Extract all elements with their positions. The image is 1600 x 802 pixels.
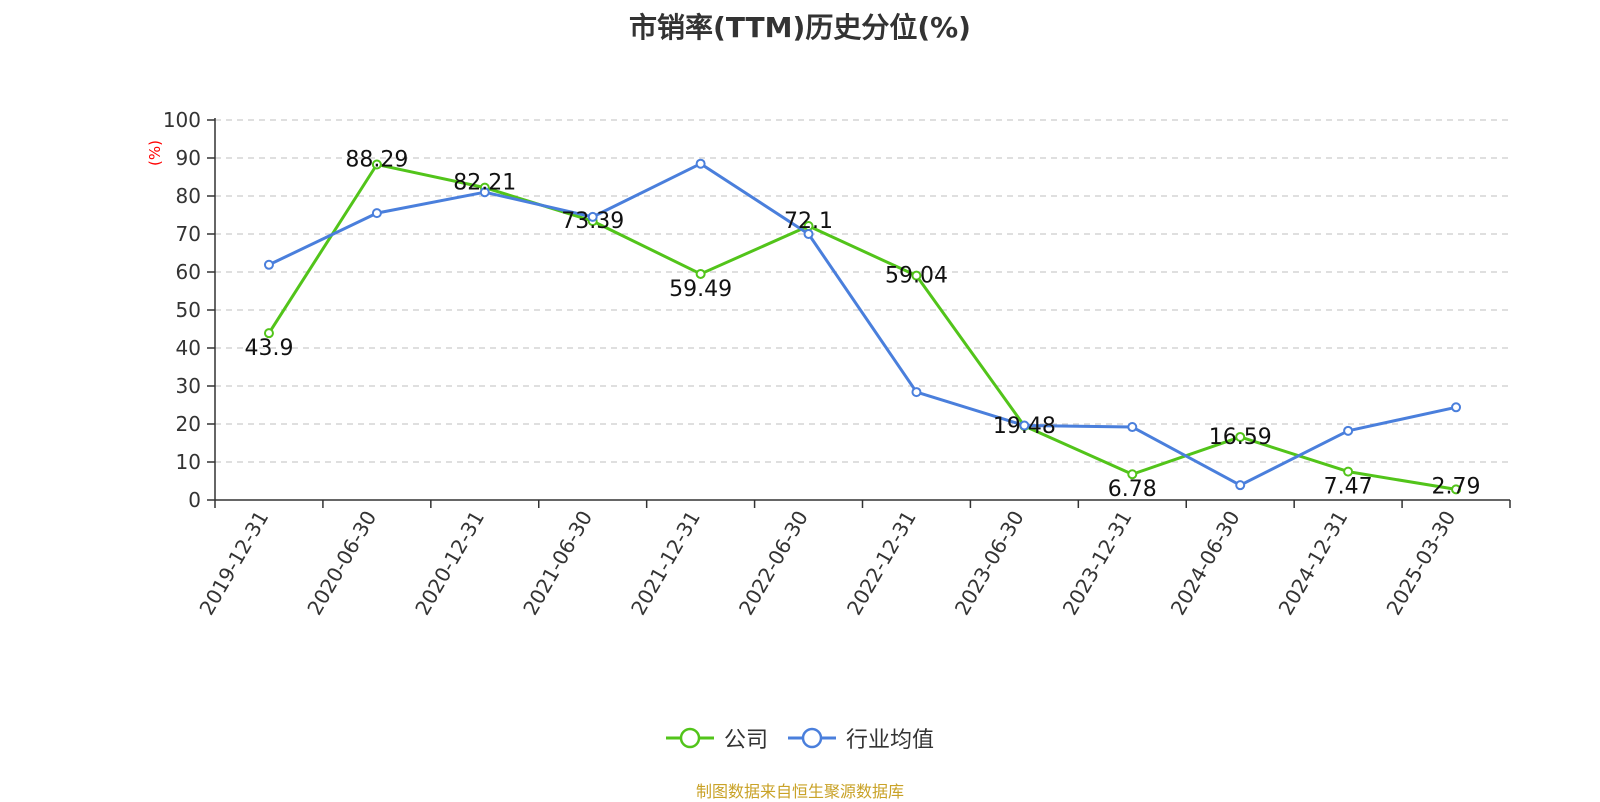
series-0-point — [263, 328, 274, 339]
y-tick-label: 90 — [176, 146, 201, 170]
series-0-point — [1343, 466, 1354, 477]
y-tick-label: 60 — [176, 260, 201, 284]
series-0-point — [695, 268, 706, 279]
data-source-note: 制图数据来自恒生聚源数据库 — [695, 782, 904, 801]
data-label: 43.9 — [244, 336, 293, 361]
x-tick-label: 2022-12-31 — [842, 506, 921, 619]
series-1-point — [1235, 480, 1246, 491]
y-tick-label: 40 — [176, 336, 201, 360]
y-tick-label: 80 — [176, 184, 201, 208]
series-1-point — [803, 229, 814, 239]
series-1-point — [263, 259, 274, 270]
x-tick-label: 2019-12-31 — [194, 507, 273, 620]
x-tick-label: 2021-06-30 — [518, 507, 597, 620]
legend-item-industry-average[interactable]: 行业均值 — [788, 722, 934, 754]
series-line-1 — [268, 162, 1457, 487]
series-1-point — [1343, 425, 1354, 436]
data-label: 16.59 — [1209, 425, 1272, 450]
x-tick-label: 2022-06-30 — [734, 507, 813, 620]
y-tick-label: 100 — [163, 108, 201, 132]
x-tick-label: 2021-12-31 — [626, 507, 705, 620]
data-label: 59.49 — [669, 277, 732, 302]
series-0-point — [1235, 431, 1246, 442]
y-tick-label: 70 — [176, 222, 201, 246]
series-1-point — [1127, 422, 1138, 433]
series-lines — [263, 158, 1462, 495]
data-label: 82.21 — [453, 171, 516, 196]
series-1-point — [1019, 420, 1030, 431]
series-0-point — [1451, 484, 1462, 495]
x-tick-label: 2024-06-30 — [1166, 507, 1245, 620]
series-1-point — [479, 187, 490, 198]
x-tick-label: 2023-06-30 — [950, 507, 1029, 620]
data-label: 7.47 — [1324, 475, 1373, 500]
data-label: 73.39 — [561, 209, 624, 234]
data-labels: 43.9 88.29 82.21 73.39 59.49 72.1 59.04 19.48 6.… — [244, 147, 1480, 502]
series-1-point — [371, 208, 382, 219]
x-tick-label: 2020-06-30 — [302, 507, 381, 620]
data-label: 59.04 — [885, 264, 948, 289]
legend-item-company[interactable]: 公司 — [665, 722, 768, 754]
series-1-point — [1451, 402, 1462, 413]
data-label: 72.1 — [784, 209, 833, 234]
legend: 公司 行业均值 — [0, 720, 1600, 756]
series-0-point — [1127, 469, 1138, 480]
y-tick-label: 0 — [188, 488, 201, 512]
data-label: 2.79 — [1432, 474, 1481, 499]
legend-industry-icon — [788, 727, 836, 749]
data-label: 6.78 — [1108, 477, 1157, 502]
x-tick-label: 2025-03-30 — [1381, 507, 1460, 620]
x-tick-label: 2020-12-31 — [410, 506, 489, 619]
series-1-point — [911, 387, 922, 398]
y-tick-label: 10 — [176, 450, 201, 474]
y-tick-label: 20 — [176, 412, 201, 436]
data-label: 19.48 — [993, 414, 1056, 439]
y-axis-label: (%) — [146, 140, 164, 166]
x-tick-label: 2024-12-31 — [1274, 507, 1353, 620]
legend-company-icon — [665, 727, 714, 749]
y-tick-label: 30 — [176, 374, 201, 398]
legend-label-company: 公司 — [723, 728, 768, 753]
chart-title: 市销率(TTM)历史分位(%) — [629, 11, 971, 44]
series-line-0 — [267, 162, 1457, 491]
x-tick-label: 2023-12-31 — [1058, 507, 1137, 620]
legend-label-industry-average: 行业均值 — [846, 728, 935, 753]
y-tick-label: 50 — [176, 298, 201, 322]
series-1-point — [587, 211, 598, 222]
series-0-point — [371, 159, 382, 170]
series-1-point — [695, 158, 706, 169]
grid-lines — [215, 119, 1510, 463]
data-label: 88.29 — [345, 147, 408, 172]
series-0-point — [911, 270, 922, 281]
